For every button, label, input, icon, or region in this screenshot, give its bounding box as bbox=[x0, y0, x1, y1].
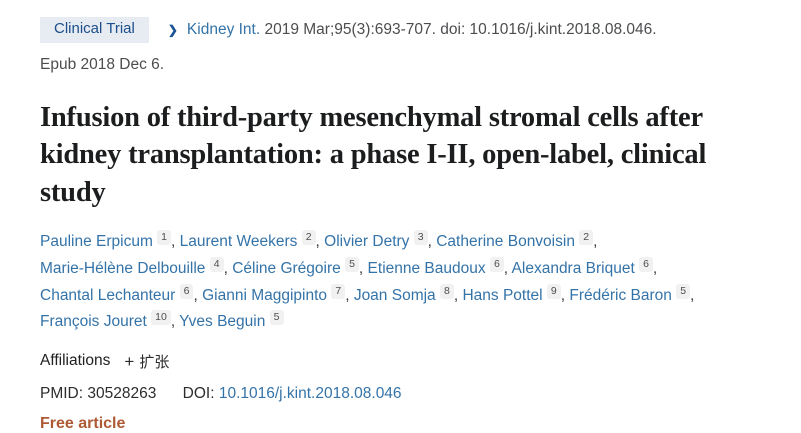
author-affiliation-number: 8 bbox=[439, 283, 454, 299]
doi-label: DOI: bbox=[182, 384, 215, 402]
plus-icon: + bbox=[124, 351, 135, 371]
affiliations-expand-button[interactable]: + 扩张 bbox=[124, 351, 169, 372]
author-affiliation-number: 5 bbox=[676, 283, 691, 299]
author-affiliation-number: 9 bbox=[546, 283, 561, 299]
author-link[interactable]: Gianni Maggipinto bbox=[202, 286, 328, 304]
epub-date: Epub 2018 Dec 6. bbox=[40, 55, 165, 73]
author: Pauline Erpicum 1, bbox=[40, 230, 180, 251]
author-link[interactable]: Olivier Detry bbox=[324, 233, 410, 251]
author-affiliation-number: 2 bbox=[301, 230, 316, 246]
author-link[interactable]: Frédéric Baron bbox=[569, 286, 672, 304]
author-list: Pauline Erpicum 1, Laurent Weekers 2, Ol… bbox=[40, 229, 695, 336]
author-affiliation-number: 3 bbox=[413, 230, 428, 246]
free-article-label: Free article bbox=[40, 414, 126, 432]
author-affiliation-number: 2 bbox=[579, 230, 594, 246]
doi-group: DOI: 10.1016/j.kint.2018.08.046 bbox=[183, 385, 402, 402]
author-link[interactable]: Hans Pottel bbox=[462, 286, 543, 304]
author-link[interactable]: Alexandra Briquet bbox=[511, 259, 635, 277]
author-affiliation-number: 1 bbox=[157, 230, 172, 246]
doi-link[interactable]: 10.1016/j.kint.2018.08.046 bbox=[218, 384, 402, 402]
author-link[interactable]: Yves Beguin bbox=[179, 313, 266, 331]
author-affiliation-number: 7 bbox=[331, 283, 346, 299]
citation-details: 2019 Mar;95(3):693-707. doi: 10.1016/j.k… bbox=[264, 20, 657, 38]
author-affiliation-number: 5 bbox=[269, 310, 284, 326]
author: Gianni Maggipinto 7, bbox=[202, 283, 354, 304]
pmid-label: PMID: bbox=[40, 384, 84, 402]
affiliations-expand-label: 扩张 bbox=[139, 353, 170, 371]
author-link[interactable]: Pauline Erpicum bbox=[40, 233, 153, 251]
author: Joan Somja 8, bbox=[353, 283, 463, 304]
author-link[interactable]: Laurent Weekers bbox=[179, 233, 298, 251]
author: Catherine Bonvoisin 2, bbox=[436, 230, 598, 251]
author-link[interactable]: Marie-Hélène Delbouille bbox=[40, 259, 206, 277]
author-affiliation-number: 5 bbox=[345, 256, 359, 273]
author: Céline Grégoire 5, bbox=[232, 256, 368, 277]
author: Chantal Lechanteur 6, bbox=[40, 283, 203, 304]
author: Yves Beguin 5 bbox=[179, 310, 284, 331]
identifiers-row: PMID: 30528263 DOI: 10.1016/j.kint.2018.… bbox=[40, 385, 771, 403]
chevron-right-icon: ❯ bbox=[167, 22, 178, 37]
author: Hans Pottel 9, bbox=[462, 283, 570, 304]
author-affiliation-number: 6 bbox=[639, 256, 653, 273]
author: François Jouret 10, bbox=[40, 310, 180, 331]
citation-row: Clinical Trial ❯ Kidney Int. 2019 Mar;95… bbox=[40, 17, 771, 43]
author-affiliation-number: 10 bbox=[151, 310, 171, 326]
author-link[interactable]: Chantal Lechanteur bbox=[40, 286, 176, 304]
author-link[interactable]: François Jouret bbox=[40, 313, 147, 331]
author: Alexandra Briquet 6, bbox=[511, 256, 658, 277]
citation-text: Kidney Int. 2019 Mar;95(3):693-707. doi:… bbox=[187, 21, 657, 39]
author-link[interactable]: Céline Grégoire bbox=[232, 259, 341, 277]
publication-type-badge[interactable]: Clinical Trial bbox=[40, 17, 149, 43]
author: Etienne Baudoux 6, bbox=[367, 256, 512, 277]
affiliations-label: Affiliations bbox=[40, 352, 111, 370]
author-affiliation-number: 4 bbox=[209, 256, 224, 273]
author: Olivier Detry 3, bbox=[324, 230, 437, 251]
author-affiliation-number: 6 bbox=[489, 256, 504, 273]
author-link[interactable]: Joan Somja bbox=[353, 286, 436, 304]
author-link[interactable]: Etienne Baudoux bbox=[367, 259, 486, 277]
author: Laurent Weekers 2, bbox=[179, 230, 325, 251]
journal-link[interactable]: Kidney Int. bbox=[186, 20, 261, 38]
author-link[interactable]: Catherine Bonvoisin bbox=[436, 233, 575, 251]
article-title: Infusion of third-party mesenchymal stro… bbox=[40, 101, 707, 208]
pmid-group: PMID: 30528263 bbox=[40, 385, 161, 402]
pmid-value: 30528263 bbox=[87, 384, 157, 402]
author: Marie-Hélène Delbouille 4, bbox=[40, 256, 233, 277]
affiliations-row: Affiliations + 扩张 bbox=[40, 351, 771, 372]
author-affiliation-number: 6 bbox=[179, 283, 194, 299]
author: Frédéric Baron 5, bbox=[569, 283, 695, 304]
